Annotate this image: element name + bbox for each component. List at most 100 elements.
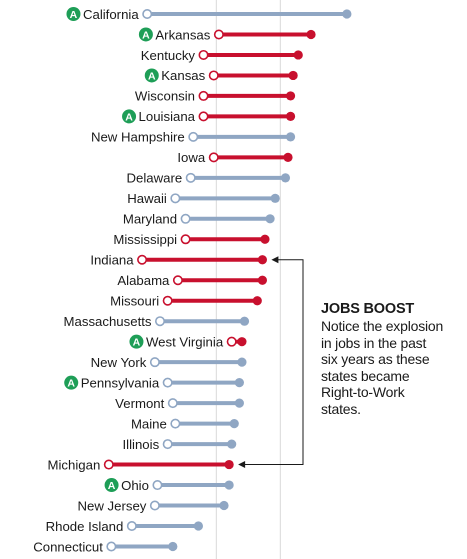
badge-letter: A bbox=[108, 480, 116, 492]
badge-circle bbox=[144, 68, 159, 83]
badge-letter: A bbox=[148, 70, 156, 82]
end-dot-michigan bbox=[224, 459, 234, 470]
label-iowa: Iowa bbox=[177, 150, 206, 165]
row-indiana: Indiana bbox=[90, 253, 267, 268]
end-dot-mississippi bbox=[260, 234, 270, 244]
end-dot-new-york bbox=[237, 357, 247, 367]
label-alabama: Alabama bbox=[117, 273, 170, 288]
row-new-york: New York bbox=[91, 355, 247, 370]
row-kentucky: Kentucky bbox=[141, 48, 303, 63]
row-vermont: Vermont bbox=[115, 396, 244, 411]
end-dot-maryland bbox=[265, 214, 275, 224]
annotation-connector bbox=[238, 256, 304, 469]
row-arkansas: Arkansas A bbox=[138, 27, 316, 42]
start-dot-maryland bbox=[180, 213, 191, 224]
connector-line bbox=[241, 259, 304, 466]
start-dot-ohio bbox=[152, 480, 163, 491]
start-dot-illinois bbox=[162, 439, 173, 450]
label-pennsylvania: Pennsylvania bbox=[81, 375, 160, 390]
end-dot-indiana bbox=[257, 255, 267, 265]
end-dot-arkansas bbox=[306, 29, 316, 40]
end-dot-rhode-island bbox=[193, 521, 203, 531]
label-vermont: Vermont bbox=[115, 396, 164, 411]
end-dot-wisconsin bbox=[285, 91, 296, 101]
end-dot-missouri bbox=[252, 296, 262, 306]
start-dot-california bbox=[142, 9, 153, 19]
start-dot-wisconsin bbox=[198, 90, 209, 101]
end-dot-massachusetts bbox=[239, 316, 250, 326]
badge-circle bbox=[66, 7, 81, 21]
label-michigan: Michigan bbox=[48, 457, 101, 472]
start-dot-rhode-island bbox=[126, 520, 137, 531]
start-dot-maine bbox=[170, 418, 181, 429]
end-dot-louisiana bbox=[285, 111, 296, 121]
label-new-hampshire: New Hampshire bbox=[91, 130, 185, 145]
row-new-jersey: New Jersey bbox=[77, 498, 229, 513]
label-illinois: Illinois bbox=[123, 437, 160, 452]
start-dot-alabama bbox=[172, 275, 183, 286]
label-west-virginia: West Virginia bbox=[146, 334, 224, 349]
row-iowa: Iowa bbox=[177, 150, 293, 165]
annotation-line: in jobs in the past bbox=[321, 334, 427, 351]
row-massachusetts: Massachusetts bbox=[64, 314, 250, 329]
end-dot-vermont bbox=[234, 398, 244, 408]
row-maine: Maine bbox=[131, 416, 239, 431]
badge-icon-arkansas: A bbox=[138, 27, 153, 42]
row-mississippi: Mississippi bbox=[113, 232, 270, 247]
start-dot-west-virginia bbox=[226, 336, 237, 347]
end-dot-ohio bbox=[224, 480, 234, 490]
row-ohio: Ohio A bbox=[104, 478, 234, 493]
end-dot-alabama bbox=[257, 275, 267, 285]
badge-circle bbox=[122, 109, 137, 124]
badge-icon-kansas: A bbox=[144, 68, 159, 83]
end-dot-new-hampshire bbox=[285, 132, 296, 142]
row-delaware: Delaware bbox=[127, 171, 291, 186]
end-dot-connecticut bbox=[168, 541, 178, 552]
start-dot-new-hampshire bbox=[188, 131, 199, 142]
label-arkansas: Arkansas bbox=[155, 27, 210, 42]
start-dot-michigan bbox=[103, 459, 114, 470]
row-maryland: Maryland bbox=[123, 212, 275, 227]
badge-letter: A bbox=[70, 9, 78, 21]
annotation-title: JOBS BOOST bbox=[321, 301, 415, 317]
arrowhead-indiana bbox=[271, 256, 279, 264]
row-rhode-island: Rhode Island bbox=[46, 519, 203, 534]
row-kansas: Kansas A bbox=[144, 68, 298, 83]
end-dot-west-virginia bbox=[237, 337, 247, 347]
row-hawaii: Hawaii bbox=[127, 191, 280, 206]
end-dot-new-jersey bbox=[219, 500, 229, 511]
start-dot-vermont bbox=[167, 398, 178, 409]
badge-icon-west-virginia: A bbox=[129, 334, 144, 349]
label-missouri: Missouri bbox=[110, 294, 159, 309]
end-dot-hawaii bbox=[270, 193, 280, 203]
label-rhode-island: Rhode Island bbox=[46, 519, 124, 534]
label-wisconsin: Wisconsin bbox=[135, 89, 195, 104]
badge-letter: A bbox=[67, 378, 75, 390]
label-hawaii: Hawaii bbox=[127, 191, 167, 206]
label-indiana: Indiana bbox=[90, 253, 134, 268]
row-louisiana: Louisiana A bbox=[122, 109, 296, 124]
start-dot-massachusetts bbox=[155, 316, 166, 327]
end-dot-pennsylvania bbox=[234, 378, 244, 388]
end-dot-illinois bbox=[227, 439, 237, 449]
badge-letter: A bbox=[133, 337, 141, 349]
row-california: California A bbox=[66, 7, 352, 22]
annotation-body: Notice the explosion in jobs in the past s… bbox=[321, 318, 466, 417]
annotation-line: states. bbox=[321, 400, 361, 417]
start-dot-kentucky bbox=[198, 49, 209, 60]
badge-icon-louisiana: A bbox=[122, 109, 137, 124]
start-dot-iowa bbox=[208, 152, 219, 163]
annotation-line: states became bbox=[321, 367, 410, 384]
end-dot-california bbox=[342, 9, 352, 19]
badge-icon-california: A bbox=[66, 7, 81, 21]
badge-letter: A bbox=[142, 29, 150, 41]
row-illinois: Illinois bbox=[123, 437, 237, 452]
label-connecticut: Connecticut bbox=[33, 539, 103, 554]
label-maryland: Maryland bbox=[123, 212, 177, 227]
start-dot-indiana bbox=[137, 254, 148, 265]
start-dot-hawaii bbox=[170, 193, 181, 204]
annotation-line: Right-to-Work bbox=[321, 384, 405, 400]
start-dot-missouri bbox=[162, 295, 173, 306]
end-dot-maine bbox=[229, 419, 239, 429]
